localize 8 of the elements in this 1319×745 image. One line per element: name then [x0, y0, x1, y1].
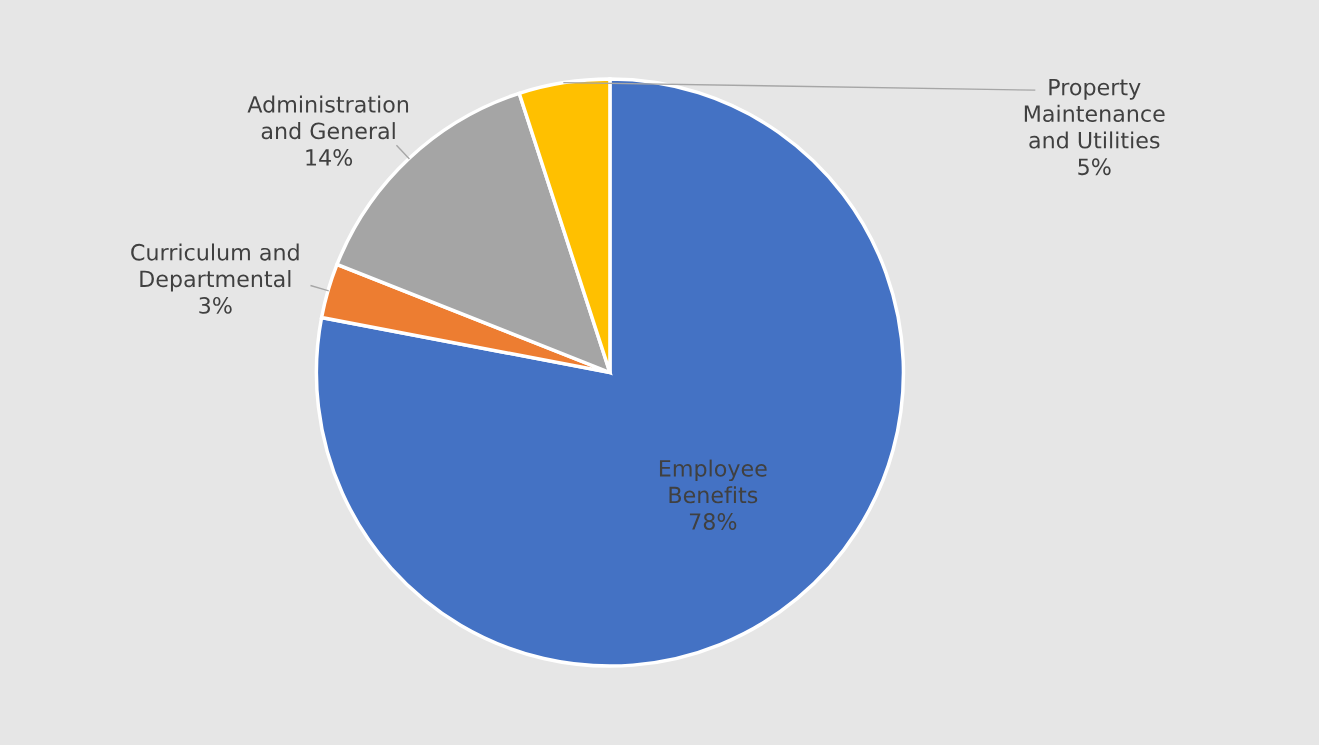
data-label: 3% [199, 296, 232, 314]
slice-label: Property Maintenance and Utilities [1024, 78, 1165, 149]
data-label: 5% [1078, 158, 1111, 176]
slice-label: Administration and General [247, 95, 409, 140]
slice-label: Employee Benefits [659, 459, 767, 504]
data-label: 78% [689, 513, 737, 530]
slice-label: Curriculum and Departmental [131, 243, 299, 292]
data-label: 14% [306, 149, 353, 166]
